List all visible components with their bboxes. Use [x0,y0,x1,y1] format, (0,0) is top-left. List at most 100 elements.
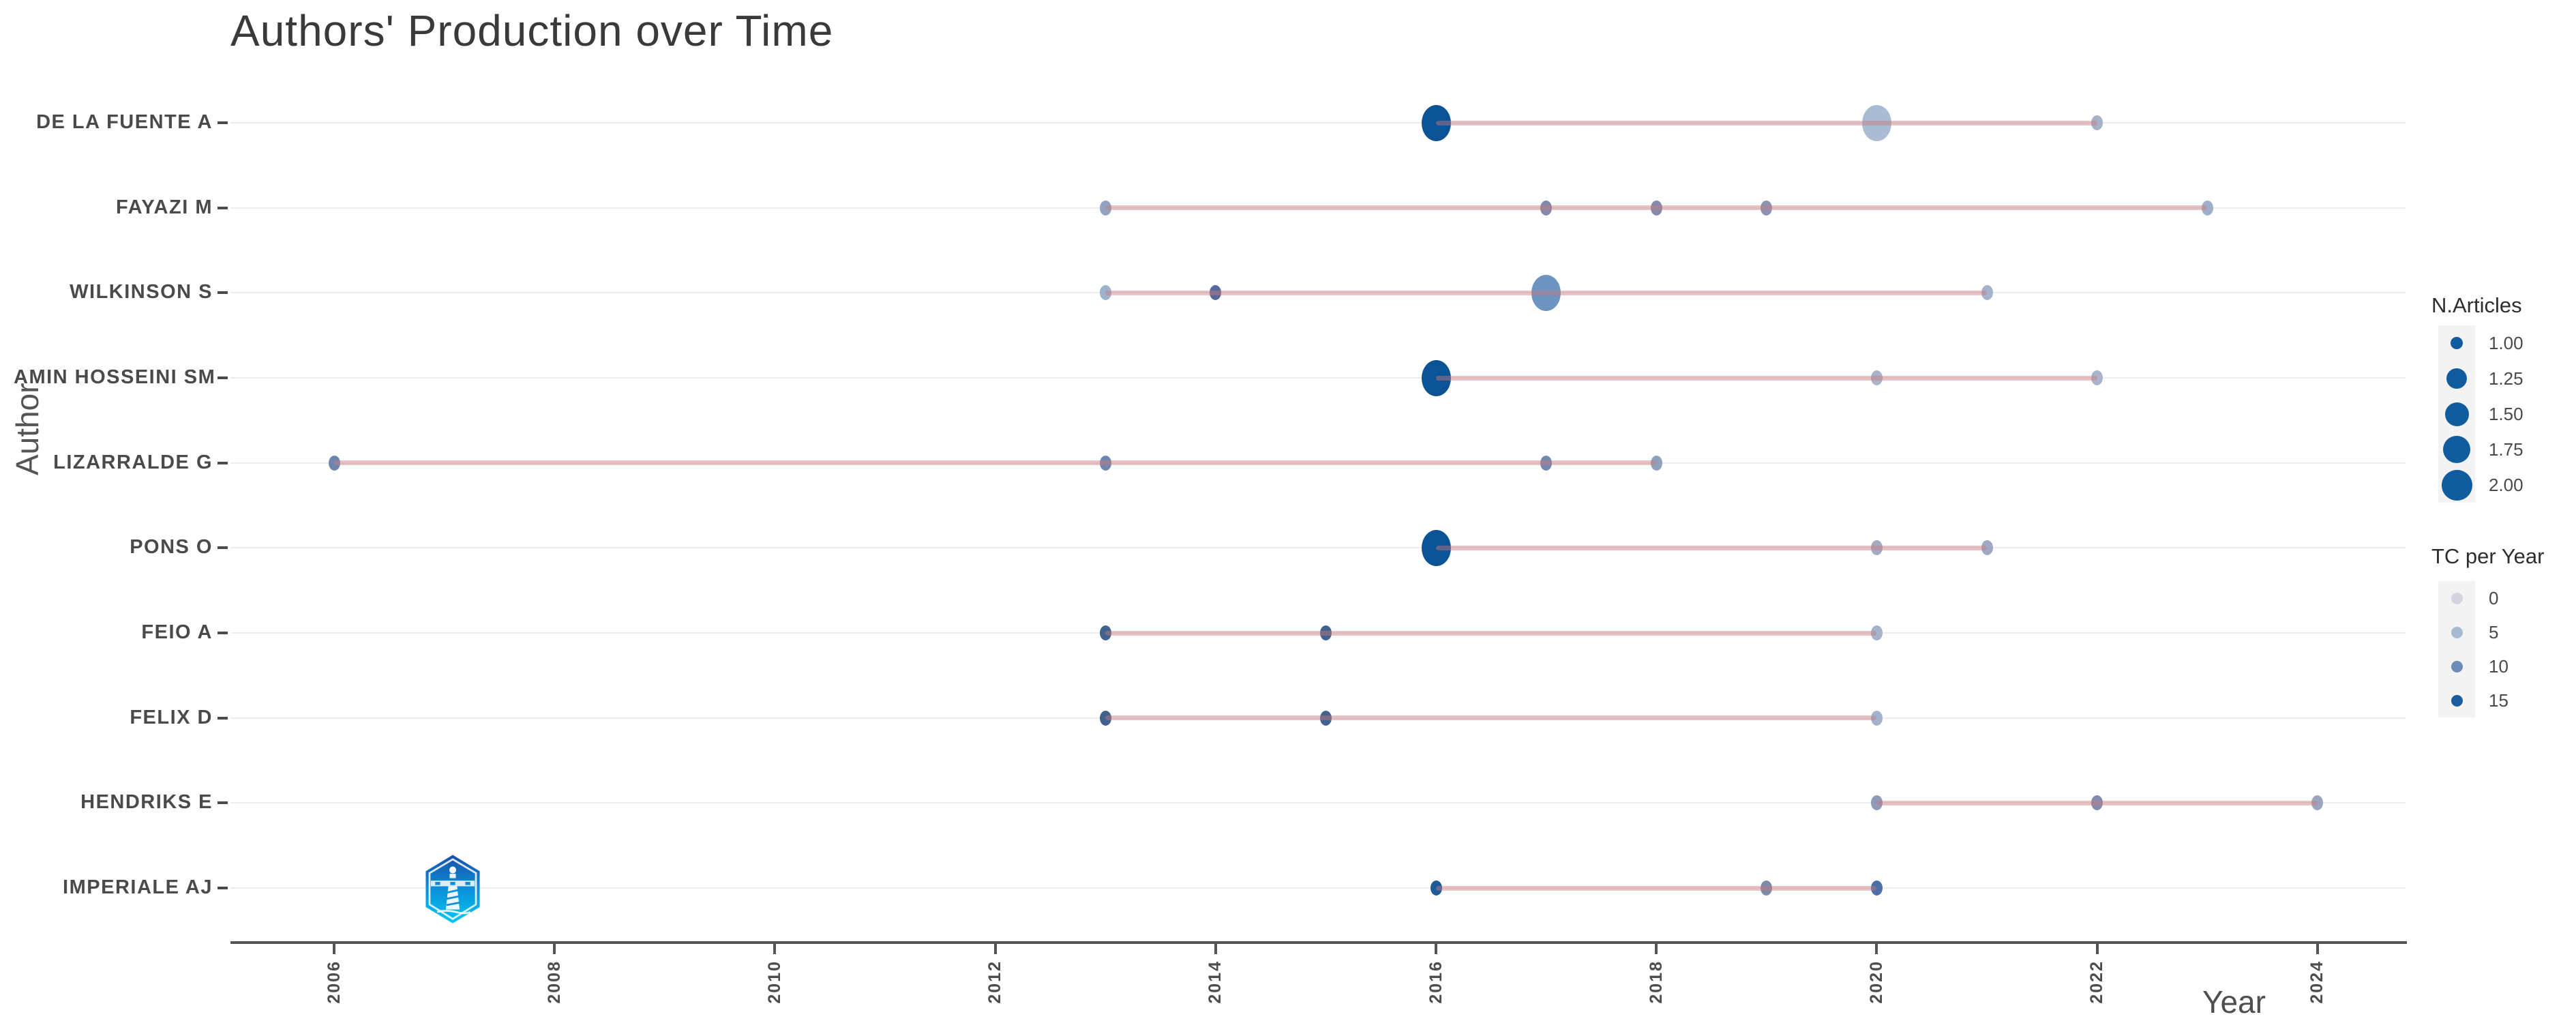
data-point [2311,795,2324,811]
size-legend-label: 1.50 [2489,404,2523,424]
x-axis-tick-label: 2008 [543,960,566,1007]
color-legend-dot [2451,626,2463,638]
row-gridline [230,377,2406,379]
author-label: IMPERIALE AJ [63,876,213,899]
row-gridline [230,717,2406,719]
data-point [1210,285,1222,301]
y-axis-tick [218,801,228,805]
x-axis-tick-label: 2006 [323,960,346,1007]
data-point [1650,200,1662,216]
data-point [1421,359,1451,396]
x-axis-tick-label: 2012 [984,960,1007,1007]
data-point [1761,200,1773,216]
timeline-line [1105,205,2208,211]
x-axis-tick-label: 2020 [1865,960,1888,1007]
x-axis-tick [773,943,777,954]
y-axis-tick [218,632,228,635]
y-axis-tick [218,206,228,209]
author-label: FAYAZI M [115,196,213,218]
color-legend-label: 15 [2489,690,2508,711]
data-point [2091,795,2103,811]
data-point [1861,104,1891,141]
author-label: FEIO A [141,621,213,644]
data-point [2091,115,2103,130]
x-axis-tick [333,943,335,954]
x-axis-tick-label-text: 2010 [764,960,784,1004]
y-axis-tick [218,546,228,550]
data-point [1099,200,1111,216]
y-axis-tick [218,716,228,720]
data-point [1540,455,1553,471]
author-label: LIZARRALDE G [53,451,213,473]
x-axis-tick [1435,943,1437,954]
data-point [1870,880,1883,896]
data-point [2091,370,2103,385]
timeline-line [1436,545,1987,550]
size-legend-dot [2444,402,2469,426]
x-axis-tick-label: 2010 [763,960,786,1007]
x-axis-tick-label-text: 2014 [1205,960,1225,1004]
timeline-line [1105,290,1987,295]
row-gridline [230,632,2406,634]
x-axis-tick [1655,943,1658,954]
author-label: DE LA FUENTE A [36,111,213,133]
color-legend-dot [2451,694,2463,707]
row-gridline [230,462,2406,464]
size-legend-label: 1.25 [2489,368,2523,389]
x-axis-tick-label-text: 2024 [2307,960,2327,1004]
data-point [1650,455,1662,471]
author-label: FELIX D [130,706,213,728]
data-point [1870,710,1883,726]
row-gridline [230,292,2406,294]
data-point [2201,200,2213,216]
x-axis-tick-label-text: 2012 [985,960,1005,1004]
data-point [1421,529,1451,566]
data-point [1981,540,1993,556]
x-axis-tick-label: 2014 [1204,960,1227,1007]
timeline-line [1876,800,2318,805]
x-axis-tick-label-text: 2018 [1646,960,1666,1004]
data-point [1870,795,1883,811]
color-legend-label: 0 [2489,588,2499,608]
x-axis-tick-label-text: 2008 [544,960,564,1004]
x-axis-tick-label: 2016 [1424,960,1448,1007]
author-label: PONS O [130,536,213,559]
data-point [1099,625,1111,641]
row-gridline [230,547,2406,549]
data-point [1319,710,1332,726]
color-legend-dot [2451,660,2463,672]
x-axis-title: Year [2202,984,2266,1020]
x-axis-tick [993,943,997,954]
row-gridline [230,802,2406,804]
x-axis-tick [2316,943,2319,954]
y-axis-tick [218,121,228,124]
x-axis-tick [2095,943,2099,954]
size-legend-dot [2446,368,2467,389]
data-point [1319,625,1332,641]
x-axis-tick-label: 2024 [2306,960,2329,1007]
data-point [328,455,340,471]
timeline-line [334,460,1657,466]
size-legend-dot [2443,436,2470,463]
author-label: AMIN HOSSEINI SM [14,366,216,388]
x-axis-tick-label: 2022 [2086,960,2109,1007]
data-point [1099,455,1111,471]
color-legend-label: 10 [2489,656,2508,677]
data-point [1421,104,1451,141]
size-legend-dot [2441,469,2472,501]
size-legend-label: 1.00 [2489,333,2523,353]
data-point [1430,880,1442,896]
y-axis-tick [218,887,228,890]
data-point [1540,200,1553,216]
x-axis-line [230,941,2407,944]
x-axis-tick-label-text: 2020 [1866,960,1886,1004]
data-point [1099,285,1111,301]
data-point [1870,625,1883,641]
row-gridline [230,207,2406,209]
data-point [1099,710,1111,726]
data-point [1870,540,1883,556]
x-axis-tick [1214,943,1217,954]
hexagon-lighthouse-logo [425,855,480,923]
x-axis-tick-label-text: 2022 [2087,960,2107,1004]
size-legend-label: 1.75 [2489,439,2523,460]
